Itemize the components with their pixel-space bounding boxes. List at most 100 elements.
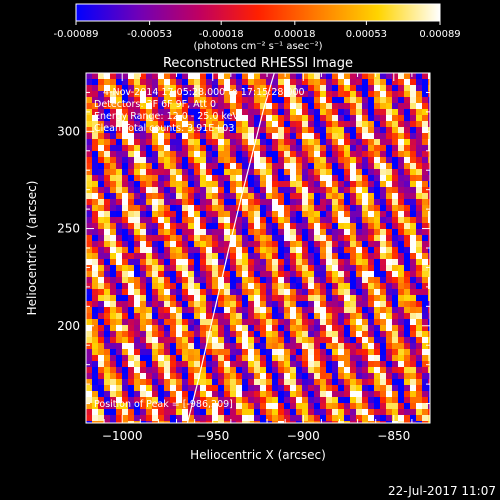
heatmap-cell	[98, 235, 105, 242]
heatmap-cell	[272, 163, 279, 170]
heatmap-cell	[230, 205, 237, 212]
heatmap-cell	[182, 181, 189, 188]
heatmap-cell	[200, 139, 207, 146]
heatmap-cell	[428, 295, 430, 302]
heatmap-cell	[428, 331, 430, 338]
heatmap-cell	[398, 181, 405, 188]
heatmap-cell	[116, 79, 123, 86]
heatmap-cell	[332, 415, 339, 422]
heatmap-cell	[218, 217, 225, 224]
heatmap-cell	[182, 247, 189, 254]
heatmap-cell	[254, 235, 261, 242]
heatmap-cell	[386, 187, 393, 194]
heatmap-cell	[338, 187, 345, 194]
heatmap-cell	[356, 253, 363, 260]
heatmap-cell	[98, 199, 105, 206]
heatmap-cell	[350, 385, 357, 392]
heatmap-cell	[428, 421, 430, 423]
heatmap-cell	[380, 175, 387, 182]
heatmap-cell	[110, 343, 117, 350]
heatmap-cell	[404, 73, 411, 80]
heatmap-cell	[128, 313, 135, 320]
heatmap-cell	[206, 229, 213, 236]
heatmap-cell	[188, 163, 195, 170]
heatmap-cell	[164, 235, 171, 242]
heatmap-cell	[332, 361, 339, 368]
heatmap-cell	[386, 349, 393, 356]
heatmap-cell	[254, 247, 261, 254]
heatmap-cell	[302, 229, 309, 236]
heatmap-cell	[170, 211, 177, 218]
heatmap-cell	[242, 403, 249, 410]
heatmap-cell	[404, 349, 411, 356]
heatmap-cell	[272, 121, 279, 128]
heatmap-cell	[320, 259, 327, 266]
heatmap-cell	[182, 415, 189, 422]
heatmap-cell	[146, 277, 153, 284]
heatmap-cell	[374, 91, 381, 98]
heatmap-cell	[332, 205, 339, 212]
heatmap-cell	[266, 181, 273, 188]
heatmap-cell	[308, 277, 315, 284]
peak-position-label: Position of Peak = [-986,209]	[94, 399, 233, 410]
heatmap-cell	[374, 313, 381, 320]
heatmap-cell	[146, 217, 153, 224]
heatmap-cell	[188, 217, 195, 224]
heatmap-cell	[284, 175, 291, 182]
heatmap-cell	[236, 175, 243, 182]
heatmap-cell	[404, 121, 411, 128]
heatmap-cell	[158, 229, 165, 236]
heatmap-cell	[164, 325, 171, 332]
heatmap-cell	[140, 241, 147, 248]
heatmap-cell	[416, 103, 423, 110]
heatmap-cell	[308, 367, 315, 374]
heatmap-cell	[386, 85, 393, 92]
heatmap-cell	[128, 115, 135, 122]
heatmap-cell	[182, 361, 189, 368]
heatmap-cell	[356, 241, 363, 248]
heatmap-cell	[266, 331, 273, 338]
heatmap-cell	[134, 337, 141, 344]
heatmap-cell	[380, 385, 387, 392]
heatmap-cell	[392, 91, 399, 98]
heatmap-cell	[170, 259, 177, 266]
heatmap-cell	[266, 379, 273, 386]
heatmap-cell	[86, 253, 93, 260]
heatmap-cell	[386, 355, 393, 362]
heatmap-cell	[176, 391, 183, 398]
heatmap-cell	[140, 397, 147, 404]
heatmap-cell	[170, 379, 177, 386]
heatmap-cell	[122, 73, 129, 80]
heatmap-cell	[164, 283, 171, 290]
heatmap-cell	[404, 199, 411, 206]
heatmap-cell	[410, 211, 417, 218]
heatmap-cell	[338, 379, 345, 386]
heatmap-cell	[374, 73, 381, 80]
heatmap-cell	[392, 259, 399, 266]
heatmap-cell	[338, 235, 345, 242]
heatmap-cell	[86, 145, 93, 152]
heatmap-cell	[242, 235, 249, 242]
colorbar-tick-label: 0.00089	[419, 29, 460, 40]
heatmap-cell	[344, 415, 351, 422]
heatmap-cell	[116, 259, 123, 266]
heatmap-cell	[410, 157, 417, 164]
heatmap-cell	[392, 283, 399, 290]
heatmap-cell	[92, 271, 99, 278]
heatmap-cell	[422, 139, 429, 146]
heatmap-cell	[380, 301, 387, 308]
heatmap-cell	[182, 271, 189, 278]
heatmap-cell	[374, 397, 381, 404]
heatmap-cell	[278, 415, 285, 422]
heatmap-cell	[206, 235, 213, 242]
heatmap-cell	[110, 385, 117, 392]
heatmap-cell	[224, 397, 231, 404]
heatmap-cell	[356, 331, 363, 338]
heatmap-cell	[284, 367, 291, 374]
heatmap-cell	[314, 115, 321, 122]
heatmap-cell	[116, 307, 123, 314]
heatmap-cell	[296, 97, 303, 104]
heatmap-cell	[146, 301, 153, 308]
heatmap-cell	[356, 91, 363, 98]
heatmap-cell	[224, 415, 231, 422]
